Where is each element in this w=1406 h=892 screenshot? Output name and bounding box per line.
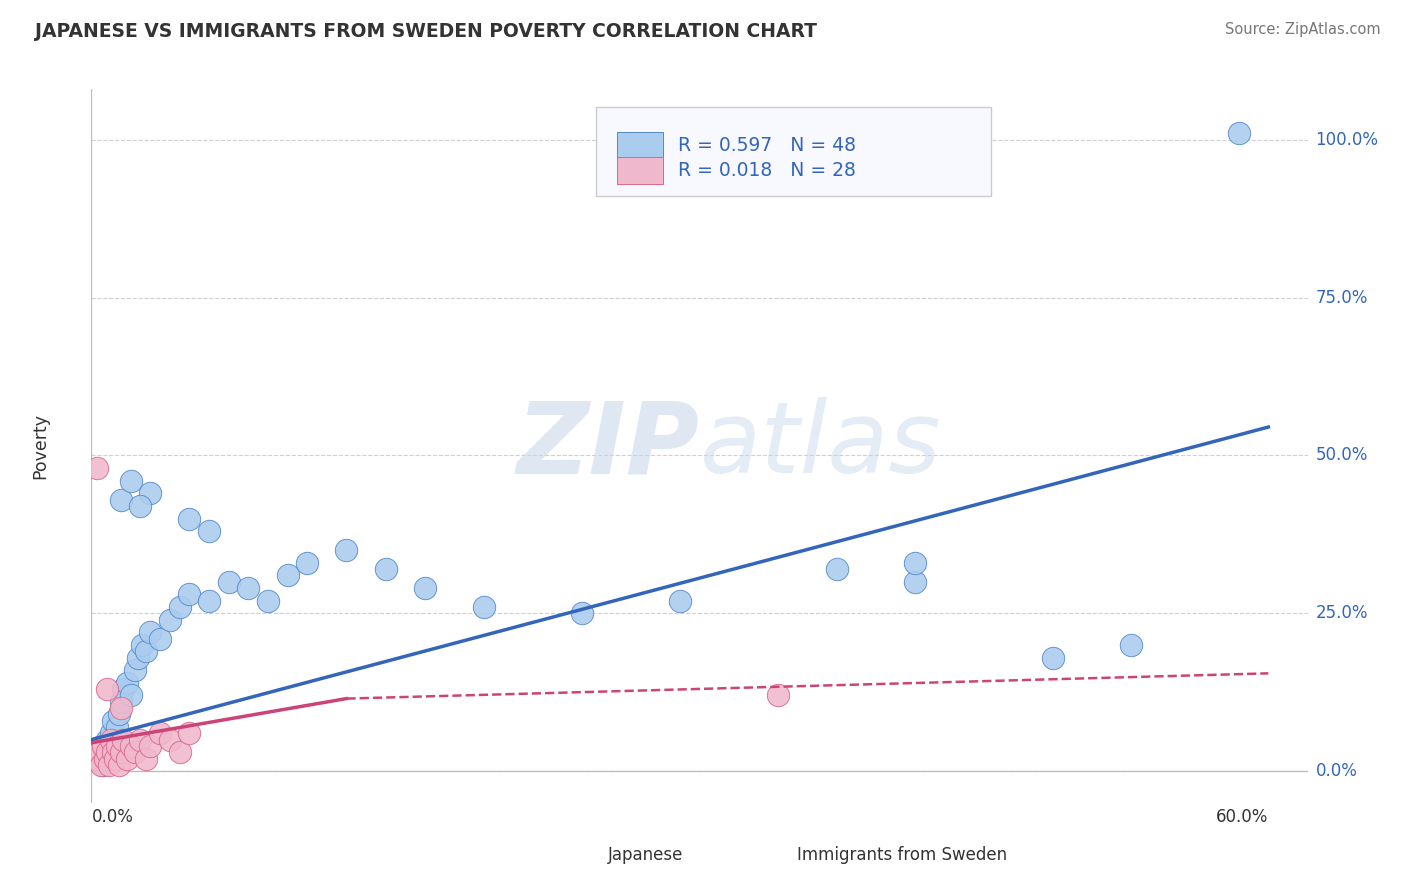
Point xyxy=(91,739,114,753)
Point xyxy=(149,726,172,740)
Point xyxy=(90,758,112,772)
Point xyxy=(115,751,138,765)
Point xyxy=(139,486,162,500)
Point xyxy=(669,593,692,607)
Text: atlas: atlas xyxy=(699,398,941,494)
Text: 60.0%: 60.0% xyxy=(1216,808,1268,826)
Point xyxy=(105,720,128,734)
Point xyxy=(127,650,149,665)
Point xyxy=(96,745,118,759)
Point xyxy=(96,682,118,697)
Text: ZIP: ZIP xyxy=(516,398,699,494)
Point xyxy=(105,739,128,753)
Point xyxy=(335,543,357,558)
Point xyxy=(120,739,142,753)
Text: Immigrants from Sweden: Immigrants from Sweden xyxy=(797,846,1007,863)
Point xyxy=(108,758,131,772)
Point xyxy=(115,675,138,690)
FancyBboxPatch shape xyxy=(754,842,789,868)
Point xyxy=(169,745,191,759)
Point xyxy=(295,556,318,570)
Point xyxy=(904,556,927,570)
Point xyxy=(179,511,201,525)
Point xyxy=(101,714,124,728)
Point xyxy=(110,492,132,507)
Point xyxy=(96,732,118,747)
Point xyxy=(1042,650,1064,665)
Text: 25.0%: 25.0% xyxy=(1316,605,1368,623)
Point xyxy=(110,745,132,759)
Point xyxy=(472,600,495,615)
Point xyxy=(110,695,132,709)
Point xyxy=(110,701,132,715)
Point xyxy=(129,499,152,513)
Text: Source: ZipAtlas.com: Source: ZipAtlas.com xyxy=(1225,22,1381,37)
Point xyxy=(91,758,114,772)
Point xyxy=(98,751,121,765)
Point xyxy=(111,732,134,747)
Point xyxy=(179,726,201,740)
Point xyxy=(86,461,108,475)
Point xyxy=(124,745,146,759)
Text: 50.0%: 50.0% xyxy=(1316,447,1368,465)
Point xyxy=(120,689,142,703)
FancyBboxPatch shape xyxy=(596,107,991,196)
Point xyxy=(104,739,127,753)
Point xyxy=(413,581,436,595)
Point xyxy=(198,593,221,607)
FancyBboxPatch shape xyxy=(565,842,600,868)
Point xyxy=(904,574,927,589)
Point xyxy=(149,632,172,646)
Point xyxy=(131,638,153,652)
Text: 0.0%: 0.0% xyxy=(91,808,134,826)
Point xyxy=(120,474,142,488)
Point xyxy=(257,593,280,607)
Point xyxy=(124,663,146,677)
Point xyxy=(94,745,117,759)
Point xyxy=(104,751,127,765)
Point xyxy=(238,581,260,595)
FancyBboxPatch shape xyxy=(617,132,664,159)
Point xyxy=(101,745,124,759)
Point xyxy=(135,751,157,765)
Point xyxy=(1119,638,1142,652)
Point xyxy=(111,682,134,697)
Point xyxy=(571,607,593,621)
Point xyxy=(766,689,789,703)
Text: 100.0%: 100.0% xyxy=(1316,131,1378,149)
Point xyxy=(108,707,131,722)
Point xyxy=(169,600,191,615)
Point xyxy=(218,574,240,589)
Point xyxy=(89,745,111,759)
Point xyxy=(159,613,181,627)
Point xyxy=(139,625,162,640)
FancyBboxPatch shape xyxy=(617,157,664,184)
Point xyxy=(129,732,152,747)
Point xyxy=(135,644,157,658)
Text: Japanese: Japanese xyxy=(609,846,683,863)
Text: R = 0.597   N = 48: R = 0.597 N = 48 xyxy=(678,136,856,154)
Point xyxy=(100,726,122,740)
Text: JAPANESE VS IMMIGRANTS FROM SWEDEN POVERTY CORRELATION CHART: JAPANESE VS IMMIGRANTS FROM SWEDEN POVER… xyxy=(35,22,817,41)
Point xyxy=(86,751,108,765)
Point xyxy=(159,732,181,747)
Point xyxy=(179,587,201,601)
Text: 0.0%: 0.0% xyxy=(1316,763,1357,780)
Point xyxy=(374,562,396,576)
Text: R = 0.018   N = 28: R = 0.018 N = 28 xyxy=(678,161,855,180)
Point xyxy=(86,751,108,765)
Point xyxy=(98,758,121,772)
Point xyxy=(94,751,117,765)
Point xyxy=(1227,127,1250,141)
Point xyxy=(277,568,299,582)
Point xyxy=(139,739,162,753)
Text: Poverty: Poverty xyxy=(31,413,49,479)
Point xyxy=(90,739,112,753)
Point xyxy=(100,732,122,747)
Text: 75.0%: 75.0% xyxy=(1316,289,1368,307)
Point xyxy=(198,524,221,539)
Point xyxy=(825,562,848,576)
